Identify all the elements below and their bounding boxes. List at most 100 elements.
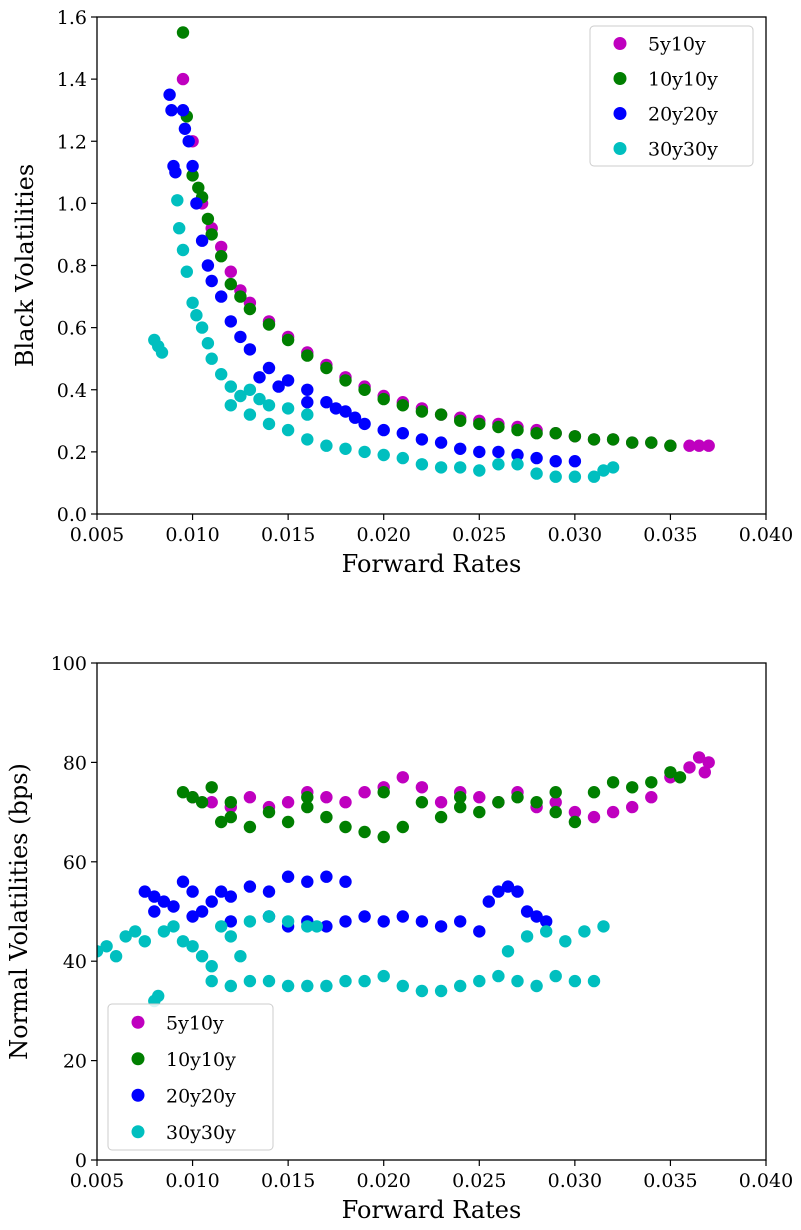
data-point xyxy=(262,417,276,431)
data-point xyxy=(205,895,218,908)
black-volatility-chart: 0.005 0.010 0.015 0.020 0.025 0.030 0.035 0.040… xyxy=(11,7,793,578)
data-point xyxy=(281,870,295,883)
data-point xyxy=(606,461,620,474)
data-point xyxy=(530,979,543,993)
data-point xyxy=(176,243,190,257)
data-point xyxy=(473,925,486,938)
data-point xyxy=(358,786,371,799)
y-tick-label: 100 xyxy=(51,653,87,675)
data-point xyxy=(377,786,390,799)
data-point xyxy=(195,321,209,334)
data-point xyxy=(606,805,620,819)
data-point xyxy=(377,969,390,983)
data-point xyxy=(454,791,467,804)
data-point xyxy=(587,810,601,824)
data-point xyxy=(434,461,448,474)
data-point xyxy=(169,166,182,179)
series-30y30y xyxy=(97,910,610,1008)
data-point xyxy=(454,979,467,993)
data-point xyxy=(473,791,486,804)
y-tick-label: 0.4 xyxy=(57,380,87,402)
legend-label: 10y10y xyxy=(648,69,718,91)
data-point xyxy=(587,974,601,988)
data-point xyxy=(396,427,409,440)
data-point xyxy=(243,974,257,988)
data-point xyxy=(301,433,314,446)
data-point xyxy=(205,974,218,988)
data-point xyxy=(540,925,553,938)
data-point xyxy=(530,451,543,465)
data-point xyxy=(138,885,151,898)
data-point xyxy=(549,796,562,809)
data-point xyxy=(626,781,639,794)
x-tick-label: 0.005 xyxy=(70,1170,124,1192)
legend: 5y10y 10y10y 20y20y 30y30y xyxy=(107,1003,274,1151)
data-point xyxy=(234,389,247,403)
data-point xyxy=(320,810,333,824)
black-volatility-markers xyxy=(148,26,715,483)
x-tick-label: 0.035 xyxy=(643,524,697,546)
data-point xyxy=(301,349,314,362)
data-point xyxy=(415,915,429,928)
data-point xyxy=(201,337,215,350)
data-point xyxy=(205,960,218,973)
legend-label: 5y10y xyxy=(166,1012,224,1034)
data-point xyxy=(578,925,591,938)
data-point xyxy=(664,439,677,452)
data-point xyxy=(234,330,247,344)
data-point xyxy=(434,810,448,824)
data-point xyxy=(549,969,562,983)
data-point xyxy=(224,915,237,928)
data-point xyxy=(692,439,706,452)
data-point xyxy=(698,766,711,779)
data-point xyxy=(192,181,205,194)
y-tick-label: 80 xyxy=(63,752,87,774)
data-point xyxy=(171,194,184,207)
data-point xyxy=(434,408,448,421)
legend-marker xyxy=(131,1088,145,1102)
data-point xyxy=(568,455,582,468)
data-point xyxy=(148,905,161,918)
legend-box xyxy=(107,1003,274,1151)
data-point xyxy=(195,905,209,918)
data-point xyxy=(148,890,161,903)
data-point xyxy=(549,427,562,440)
data-point xyxy=(281,796,295,809)
y-tick-label: 1.6 xyxy=(57,7,87,29)
data-point xyxy=(587,470,601,483)
data-point xyxy=(339,442,352,455)
data-point xyxy=(511,458,524,471)
data-point xyxy=(511,974,524,988)
legend: 5y10y 10y10y 20y20y 30y30y xyxy=(589,25,754,167)
data-point xyxy=(243,915,257,928)
data-point xyxy=(702,756,715,769)
data-point xyxy=(434,920,448,933)
data-point xyxy=(568,974,582,988)
y-tick-label: 0 xyxy=(75,1150,87,1172)
data-point xyxy=(215,885,228,898)
legend-item: 5y10y xyxy=(613,34,706,56)
data-point xyxy=(186,169,199,182)
data-point xyxy=(186,159,199,173)
data-point xyxy=(501,880,515,893)
legend-item: 30y30y xyxy=(131,1122,236,1144)
data-point xyxy=(281,979,295,993)
data-point xyxy=(348,411,362,424)
data-point xyxy=(281,423,295,437)
data-point xyxy=(530,467,543,480)
data-point xyxy=(262,805,276,819)
data-point xyxy=(626,800,639,814)
data-point xyxy=(201,259,215,272)
data-point xyxy=(339,820,352,834)
data-point xyxy=(224,265,237,278)
data-point xyxy=(339,875,352,888)
legend-label: 30y30y xyxy=(166,1122,236,1144)
data-point xyxy=(234,950,247,963)
data-point xyxy=(243,302,257,316)
data-point xyxy=(186,791,199,804)
series-30y30y xyxy=(148,194,620,483)
data-point xyxy=(339,374,352,387)
data-point xyxy=(587,433,601,446)
data-point xyxy=(530,427,543,440)
